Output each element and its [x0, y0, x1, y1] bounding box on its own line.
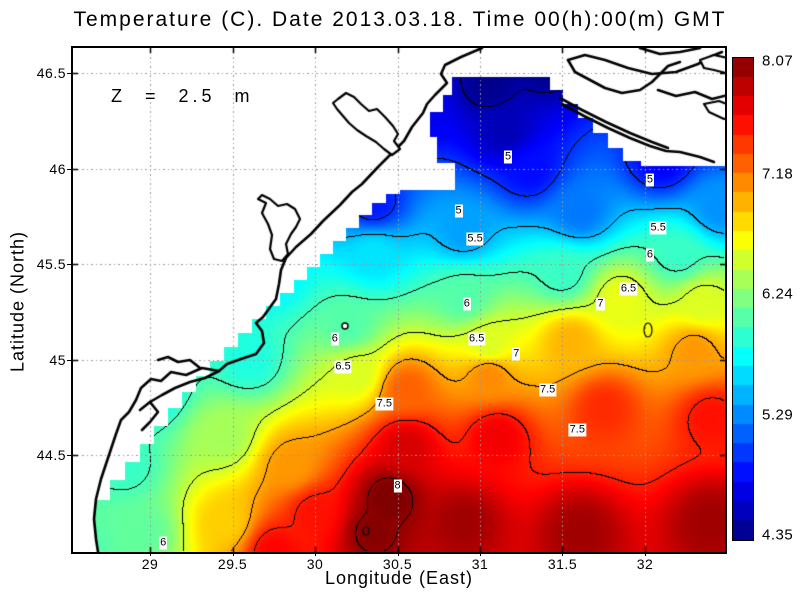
- contour-label: 7.5: [568, 423, 586, 437]
- y-tick-mark: [67, 359, 71, 361]
- x-tick-label: 32: [636, 556, 654, 572]
- x-tick-label: 31.5: [547, 556, 578, 572]
- contour-label: 7.5: [538, 383, 557, 397]
- y-tick-label: 46: [49, 160, 66, 177]
- y-tick-label: 46.5: [36, 65, 66, 82]
- x-tick-label: 29: [141, 556, 159, 572]
- x-tick-mark: [315, 552, 317, 556]
- contour-label: 6: [645, 248, 654, 262]
- y-tick-label: 45.5: [36, 256, 66, 273]
- colorbar-tick-label: 4.35: [762, 526, 794, 544]
- x-tick-mark: [480, 552, 481, 556]
- contour-label: 6.5: [334, 360, 352, 374]
- x-tick-label: 30: [306, 556, 324, 572]
- x-tick-mark: [562, 552, 564, 556]
- contour-label: 6: [330, 332, 339, 346]
- y-tick-label: 44.5: [36, 447, 66, 464]
- x-tick-mark: [397, 552, 399, 556]
- x-tick-mark: [232, 552, 234, 556]
- contour-label: 5.5: [466, 232, 484, 246]
- y-tick-mark: [67, 168, 71, 170]
- plot-title: Temperature (C). Date 2013.03.18. Time 0…: [73, 8, 727, 31]
- contour-label: 5: [645, 173, 654, 187]
- contour-label: 7: [512, 347, 521, 361]
- y-tick-mark: [67, 264, 71, 266]
- x-tick-label: 31: [471, 556, 489, 572]
- contour-label: 5.5: [649, 221, 667, 235]
- x-tick-mark: [150, 552, 152, 556]
- depth-annotation: Z = 2.5 m: [111, 86, 254, 106]
- contour-label: 6: [159, 536, 168, 550]
- y-tick-mark: [67, 73, 71, 75]
- plot-area: Z = 2.5 m 5 5 5 5.5 5.5 6 6 6.5 7 6 6.5 7 6.5 7.5 7.5 7…: [71, 46, 727, 554]
- contour-label: 6.5: [619, 282, 638, 296]
- contour-label: 6: [462, 297, 471, 311]
- colorbar-tick-label: 8.07: [762, 52, 794, 70]
- y-tick-label: 45: [49, 351, 66, 368]
- contour-label: 5: [454, 204, 463, 218]
- x-tick-label: 29.5: [217, 556, 248, 572]
- contour-label: 5: [503, 150, 513, 164]
- y-axis-label: Latitude (North): [7, 230, 28, 373]
- x-tick-label: 30.5: [382, 556, 413, 572]
- contour-label: 7: [596, 297, 605, 311]
- colorbar-tick-label: 6.24: [762, 285, 794, 303]
- temperature-map-canvas: [73, 48, 725, 552]
- contour-label: 7.5: [375, 397, 393, 411]
- contour-label: 6.5: [468, 332, 486, 346]
- colorbar-tick-label: 5.29: [762, 406, 794, 424]
- colorbar-canvas: [732, 57, 754, 541]
- x-tick-mark: [644, 552, 646, 556]
- colorbar-tick-label: 7.18: [762, 165, 794, 183]
- contour-label: 8: [393, 479, 402, 493]
- x-axis-label: Longitude (East): [324, 568, 474, 588]
- y-tick-mark: [67, 455, 71, 457]
